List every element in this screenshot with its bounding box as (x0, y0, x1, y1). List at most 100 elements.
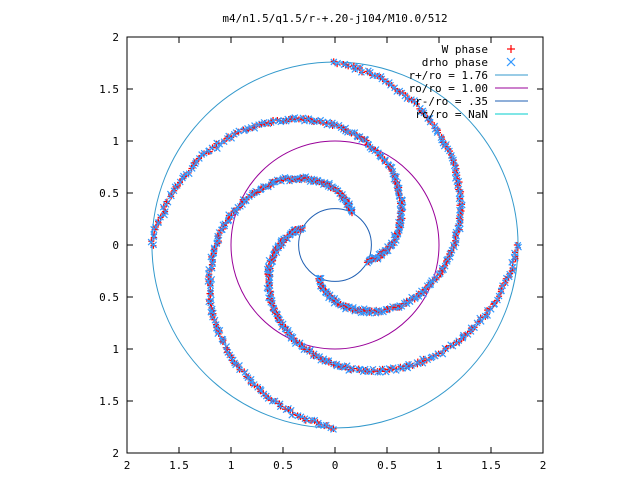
x-tick-label: 2 (540, 459, 547, 472)
x-d2 (308, 416, 316, 424)
x-d2 (476, 314, 484, 322)
drho-phase-point (198, 151, 206, 159)
x-d2 (320, 355, 328, 363)
x-d2 (319, 422, 327, 429)
x-tick-label: 1 (436, 459, 443, 472)
x-d2 (247, 375, 255, 383)
x-d2 (240, 127, 248, 135)
x-d2 (276, 403, 284, 411)
x-d2 (444, 145, 452, 153)
x-d2 (471, 324, 478, 332)
x-d2 (271, 397, 279, 405)
x-d2 (413, 359, 421, 366)
drho-phase-point (207, 282, 215, 289)
x-d2 (213, 239, 221, 247)
x-d2 (349, 364, 357, 372)
x-d2 (229, 356, 237, 364)
x-d2 (514, 241, 522, 249)
x-d2 (289, 333, 297, 341)
x-d2 (324, 358, 332, 366)
x-d2 (274, 117, 282, 125)
y-tick-label: 0 (112, 239, 119, 252)
x-d2 (236, 366, 243, 374)
x-d2 (171, 183, 179, 191)
drho-phase-point (207, 299, 215, 307)
x-d2 (277, 118, 285, 126)
x-d2 (330, 425, 337, 433)
drho-phase-point (214, 330, 222, 338)
x-d2 (448, 154, 456, 162)
x-d2 (311, 416, 319, 424)
drho-phase-point (394, 230, 402, 238)
drho-phase-point (514, 241, 522, 249)
drho-phase-point (215, 229, 223, 236)
x-d2 (270, 305, 278, 313)
x-d2 (386, 365, 394, 373)
x-d2 (264, 395, 272, 402)
x-d2 (338, 363, 346, 371)
x-d2 (431, 125, 439, 133)
x-d2 (219, 337, 227, 345)
drho-phase-point (455, 195, 463, 203)
x-tick-label: 1.5 (169, 459, 189, 472)
x-d2 (209, 260, 217, 268)
drho-phase-point (207, 290, 215, 297)
drho-phase-point (295, 115, 303, 123)
x-d2 (296, 339, 304, 347)
x-d2 (456, 206, 463, 214)
drho-phase-point (276, 176, 283, 184)
x-d2 (431, 122, 439, 130)
drho-phase-point (509, 263, 517, 271)
drho-phase-point (505, 273, 513, 281)
w-phase-point (315, 421, 322, 428)
drho-phase-point (447, 152, 455, 159)
drho-phase-point (240, 127, 248, 135)
x-d2 (343, 362, 351, 370)
x-d2 (447, 152, 455, 159)
drho-phase-point (437, 134, 445, 142)
x-d2 (381, 156, 389, 164)
drho-phase-point (171, 183, 179, 191)
reference-circle (298, 208, 372, 282)
w-phase-point (399, 90, 406, 97)
y-tick-label: 1 (112, 135, 119, 148)
x-d2 (303, 416, 311, 424)
drho-phase-point (389, 170, 397, 178)
x-d2 (349, 304, 357, 311)
x-d2 (387, 81, 394, 89)
x-d2 (477, 318, 485, 325)
legend-label: rc/ro = NaN (415, 108, 488, 121)
x-d2 (419, 290, 427, 298)
x-d2 (369, 72, 377, 80)
x-d2 (257, 386, 265, 394)
x-d2 (364, 140, 372, 148)
x-d2 (442, 345, 450, 353)
drho-phase-point (247, 375, 255, 383)
drho-phase-point (268, 178, 276, 186)
x-d2 (323, 121, 331, 129)
x-d2 (317, 116, 325, 124)
drho-phase-point (150, 225, 158, 233)
drho-phase-point (387, 239, 395, 247)
drho-phase-point (392, 367, 400, 374)
x-d2 (319, 285, 327, 293)
x-d2 (226, 351, 234, 359)
drho-phase-point (288, 411, 296, 419)
x-d2 (215, 229, 223, 236)
drho-phase-point (277, 177, 285, 185)
x-d2 (412, 100, 420, 107)
x-d2 (378, 75, 386, 83)
drho-phase-point (471, 324, 478, 332)
x-d2 (295, 115, 303, 123)
x-d2 (455, 195, 463, 203)
x-d2 (391, 84, 399, 92)
legend-label: W phase (442, 43, 488, 56)
x-d2 (411, 97, 418, 104)
x-d2 (225, 211, 233, 219)
x-d2 (350, 63, 358, 71)
drho-phase-point (385, 79, 393, 86)
x-d2 (378, 365, 386, 373)
x-d2 (356, 366, 364, 374)
drho-phase-point (454, 225, 462, 232)
x-d2 (315, 179, 323, 186)
